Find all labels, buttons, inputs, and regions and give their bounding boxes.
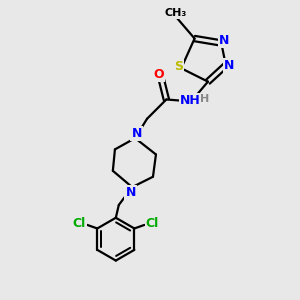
Text: Cl: Cl <box>146 217 159 230</box>
Text: N: N <box>125 186 136 199</box>
Text: S: S <box>174 60 183 73</box>
Text: H: H <box>200 94 210 103</box>
Text: Cl: Cl <box>73 217 86 230</box>
Text: N: N <box>219 34 230 47</box>
Text: CH₃: CH₃ <box>164 8 186 18</box>
Text: N: N <box>131 127 142 140</box>
Text: NH: NH <box>180 94 200 107</box>
Text: N: N <box>224 59 234 72</box>
Text: O: O <box>153 68 164 81</box>
